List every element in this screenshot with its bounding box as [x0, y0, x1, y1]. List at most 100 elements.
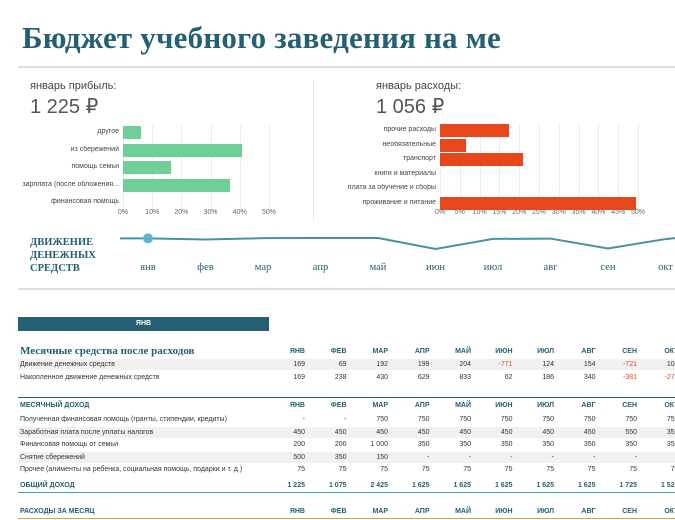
cash-flow-month-label: окт [658, 262, 673, 273]
table-cell: - [510, 453, 513, 461]
chart-tick-label: 35% [571, 209, 586, 216]
table-cell: 750 [417, 416, 430, 423]
table-cell: 1 225 [287, 482, 305, 489]
table-cell: ФЕВ [330, 508, 347, 515]
table-cell: 69 [338, 361, 347, 368]
table-cell: -272 [664, 374, 675, 381]
table-cell: ОКТ [664, 348, 675, 355]
table-cell: МАР [372, 508, 388, 515]
income-summary-value: 1 225 ₽ [30, 96, 99, 118]
chart-bar [440, 124, 510, 137]
table-cell: ИЮН [495, 402, 513, 409]
table-cell: - [468, 453, 471, 461]
table-cell: 204 [459, 361, 471, 368]
chart-tick-label: 10% [472, 209, 487, 216]
table-row-label: Накопленное движение денежных средств [20, 374, 160, 381]
top-divider [18, 66, 675, 68]
cash-flow-title: ДВИЖЕНИЕ ДЕНЕЖНЫХ СРЕДСТВ [30, 236, 96, 275]
table-cell: СЕН [622, 402, 637, 409]
table-cell: 1 625 [494, 482, 513, 489]
table-cell: 1 625 [411, 482, 430, 489]
table-cell: 1 625 [577, 482, 596, 489]
chart-category-label: книги и материалы [374, 169, 437, 177]
table-cell: 750 [542, 416, 554, 423]
table-cell: 450 [583, 428, 596, 436]
table-row-label: Прочее (алименты на ребенка, социальная … [20, 466, 243, 474]
chart-category-label: финансовая помощь [51, 198, 119, 205]
chart-tick-label: 50% [261, 209, 277, 216]
table-rule [18, 518, 675, 519]
table-cell: 750 [625, 416, 637, 423]
table-title: Месячные средства после расходов [20, 345, 195, 357]
table-cell: 2 425 [370, 482, 388, 489]
table-cell: ИЮН [495, 508, 513, 515]
table-cell: МАР [372, 402, 388, 409]
table-cell: 350 [666, 428, 675, 436]
chart-gridline [239, 125, 241, 213]
chart-tick-label: 30% [551, 209, 566, 216]
table-cell: 350 [625, 441, 637, 449]
table-cell: - [427, 453, 430, 461]
chart-bar [440, 196, 637, 210]
chart-category-label: проживание и питание [362, 198, 436, 206]
chart-gridline [598, 123, 600, 210]
chart-bar [440, 153, 524, 166]
table-cell: 750 [666, 416, 675, 423]
table-cell: ОКТ [664, 402, 675, 409]
table-cell: ИЮЛ [537, 508, 554, 515]
table-cell: 169 [293, 361, 305, 368]
table-cell: 750 [500, 416, 513, 423]
table-cell: МАЙ [455, 402, 471, 409]
table-row-background [18, 359, 675, 370]
chart-tick-label: 0% [117, 209, 129, 216]
table-cell: -381 [622, 374, 637, 381]
table-cell: 430 [376, 374, 388, 381]
table-cell: ФЕВ [330, 348, 347, 355]
chart-bar [123, 143, 243, 157]
cash-flow-month-label: янв [140, 262, 156, 273]
month-selector[interactable]: ЯНВ [18, 317, 269, 331]
table-cell: 75 [297, 466, 305, 474]
table-cell: 1 000 [370, 441, 388, 449]
chart-gridline [539, 123, 540, 210]
table-cell: 1 625 [453, 482, 471, 489]
table-cell: - [593, 453, 596, 461]
chart-tick-label: 40% [591, 209, 606, 216]
cash-flow-month-label: фев [197, 262, 214, 273]
cash-flow-month-label: май [369, 262, 387, 273]
table-cell: 150 [376, 453, 388, 461]
cash-flow-month-label: мар [254, 262, 272, 273]
table-cell: АВГ [581, 508, 596, 515]
table-cell: - [302, 416, 305, 423]
table-cell: 350 [666, 441, 675, 449]
table-cell: ИЮН [495, 348, 513, 355]
chart-gridline [499, 123, 501, 210]
table-cell: 350 [542, 441, 554, 449]
cash-flow-month-label: авг [543, 262, 558, 273]
table-row-label: Заработная плата после уплаты налогов [20, 428, 154, 436]
table-cell: -771 [498, 361, 513, 368]
table-cell: - [639, 454, 675, 461]
section-divider [18, 288, 675, 290]
table-cell: 450 [293, 428, 305, 436]
expense-summary-label: январь расходы: [376, 80, 462, 92]
table-cell: 450 [334, 428, 347, 436]
cash-flow-month-label: апр [312, 262, 329, 273]
chart-tick-label: 20% [512, 209, 527, 216]
income-total-label: ОБЩИЙ ДОХОД [20, 482, 75, 489]
chart-gridline [638, 123, 639, 210]
chart-gridline [440, 123, 441, 210]
table-cell: АВГ [581, 348, 596, 355]
cash-flow-line [120, 236, 675, 251]
chart-tick-label: 30% [203, 209, 218, 216]
table-cell: АПР [414, 348, 430, 355]
table-cell: МАР [372, 348, 388, 355]
chart-tick-label: 0% [434, 209, 446, 216]
table-cell: СЕН [622, 348, 637, 355]
cash-flow-point [143, 233, 153, 244]
chart-tick-label: 25% [531, 209, 547, 216]
chart-category-label: зарплата (после обложения... [22, 180, 119, 188]
table-cell: 340 [583, 374, 596, 381]
chart-gridline [479, 123, 481, 210]
table-cell: МАЙ [455, 508, 471, 515]
